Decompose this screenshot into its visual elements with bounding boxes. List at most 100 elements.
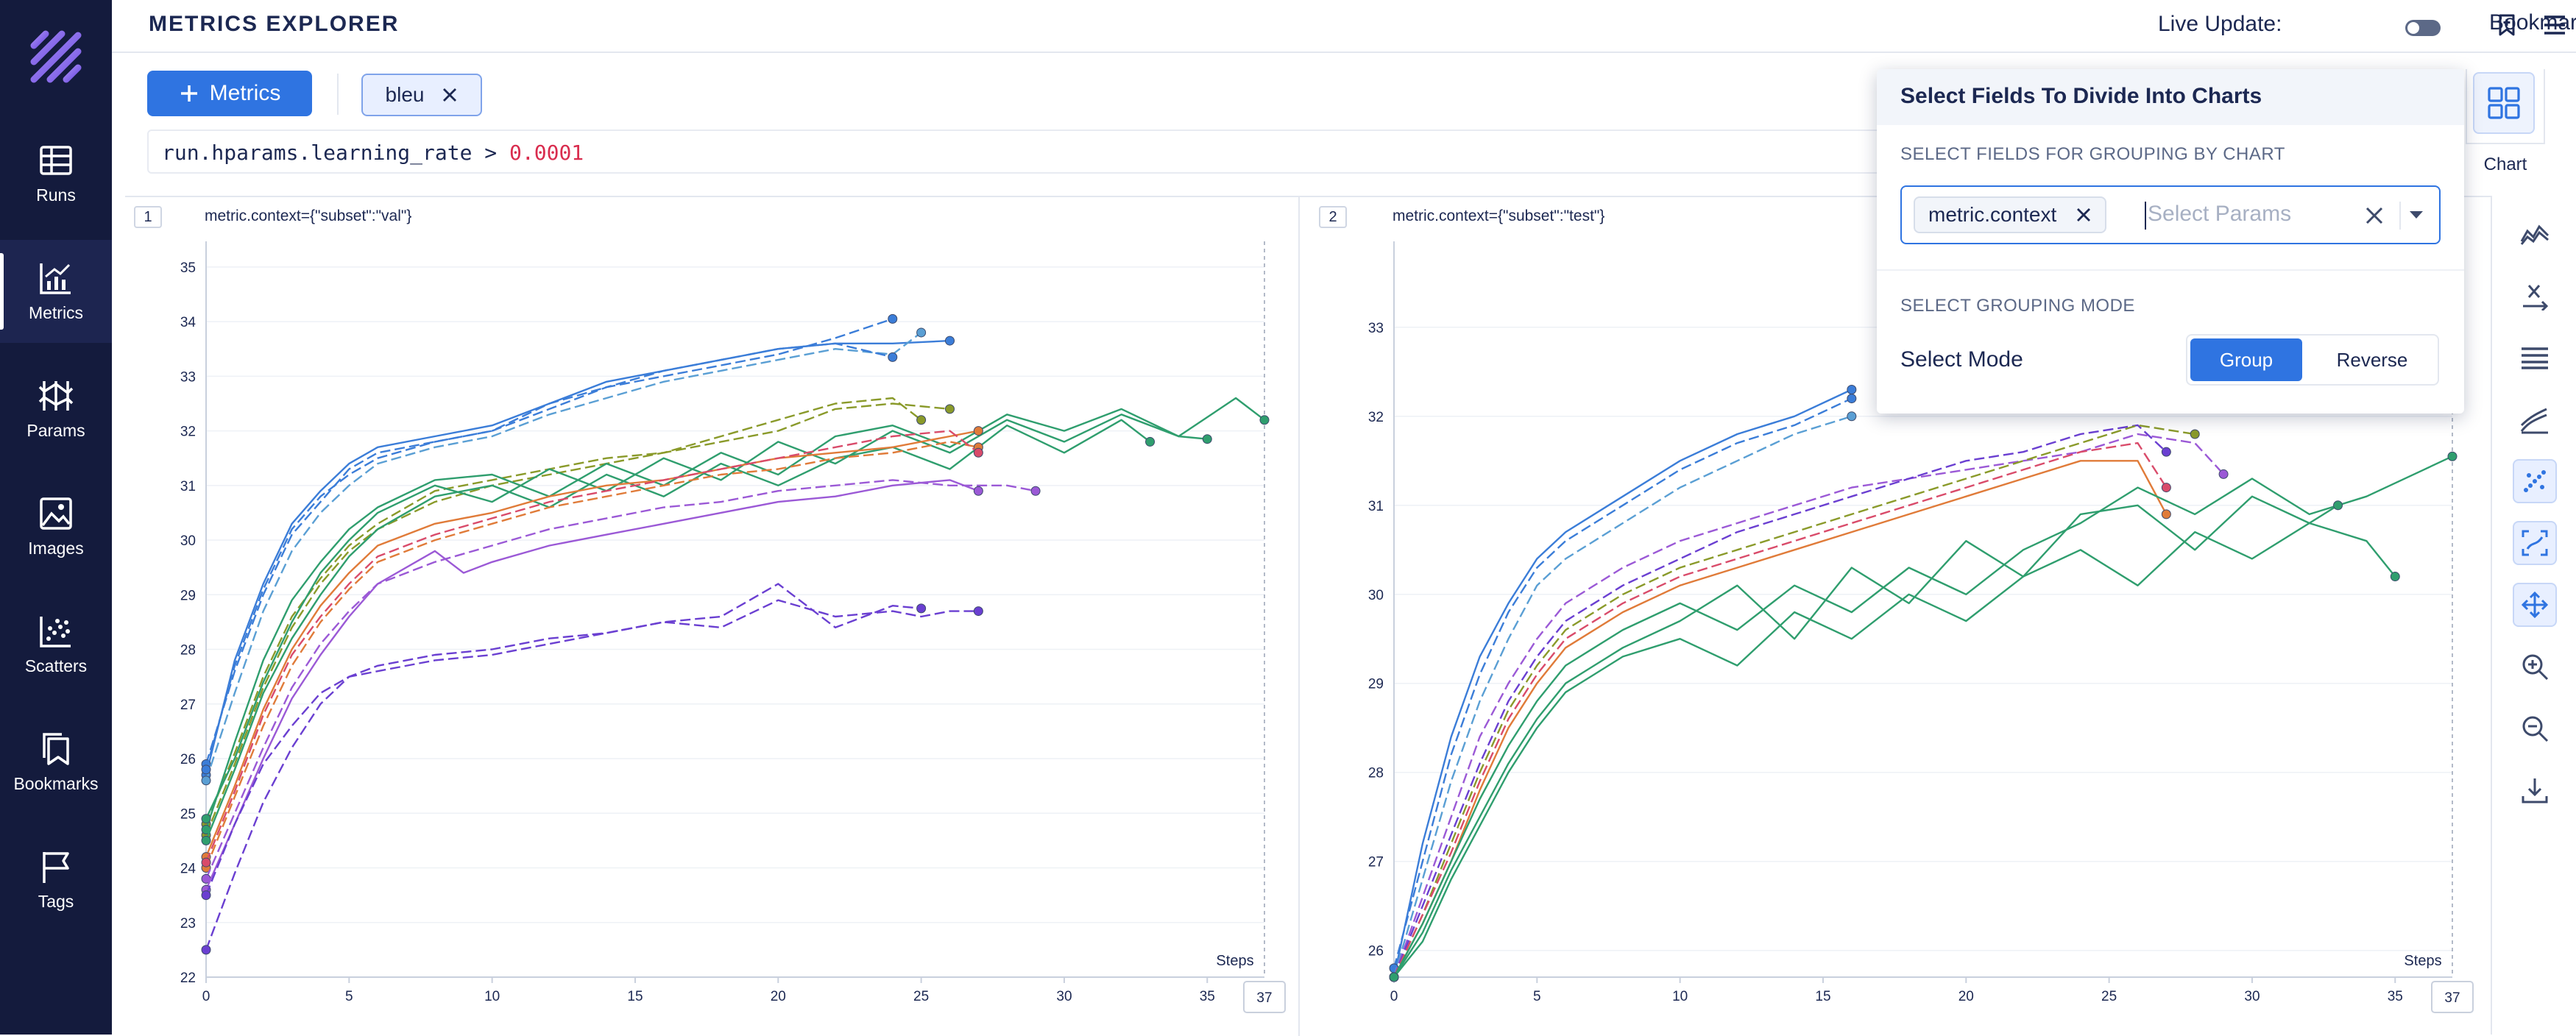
mode-group-button[interactable]: Group <box>2190 338 2302 381</box>
y-tick-label: 35 <box>180 260 196 276</box>
metric-chart-test[interactable]: 26 27 28 29 30 31 32 33 0 5 10 15 20 25 30 35 Steps 37 <box>1298 197 2491 1036</box>
aim-logo[interactable] <box>28 29 84 85</box>
zoom-area-button[interactable] <box>2513 521 2557 565</box>
y-tick-label: 34 <box>180 315 197 330</box>
x-axis-properties-button[interactable] <box>2513 274 2557 318</box>
selected-metric-label: bleu <box>385 83 425 106</box>
series-start-point <box>201 890 211 901</box>
bookmarks-icon <box>43 732 69 765</box>
series-end-point <box>1145 436 1156 447</box>
y-tick-label: 28 <box>1368 766 1384 781</box>
metric-chart-val[interactable]: 22 23 24 25 26 27 28 29 30 31 32 33 34 35 0 5 10 15 20 25 30… <box>125 197 1298 1036</box>
sidebar-item-bookmarks[interactable]: Bookmarks <box>0 711 112 814</box>
series-end-point <box>2161 483 2171 493</box>
params-icon <box>38 380 74 411</box>
move-button[interactable] <box>2513 583 2557 627</box>
query-value: 0.0001 <box>509 141 584 165</box>
series-start-point <box>1389 972 1399 982</box>
sidebar-item-label: Runs <box>36 185 76 205</box>
series-end-point <box>1847 411 1857 422</box>
zoom-out-button[interactable] <box>2513 706 2557 751</box>
y-tick-label: 27 <box>180 698 196 713</box>
y-tick-label: 22 <box>180 971 196 986</box>
bookmark-icon[interactable] <box>2495 13 2519 38</box>
series-end-point <box>973 606 983 617</box>
series-start-point <box>201 764 211 775</box>
series-end-point <box>973 426 983 436</box>
series-end-point <box>973 447 983 458</box>
query-input[interactable]: run.hparams.learning_rate > 0.0001 <box>147 130 2208 174</box>
highlight-mode-button[interactable] <box>2513 212 2557 256</box>
y-tick-label: 25 <box>180 806 196 822</box>
sidebar-item-images[interactable]: Images <box>0 475 112 578</box>
add-metrics-button[interactable]: Metrics <box>147 71 312 116</box>
selected-field-chip[interactable]: metric.context <box>1914 196 2107 233</box>
sidebar-item-scatters[interactable]: Scatters <box>0 593 112 696</box>
sidebar-item-runs[interactable]: Runs <box>0 122 112 225</box>
close-icon[interactable] <box>442 87 458 103</box>
series-start-point <box>201 857 211 868</box>
series-end-point <box>2161 447 2171 457</box>
smoothing-button[interactable] <box>2513 336 2557 380</box>
series-end-point <box>2161 509 2171 519</box>
panel-title: metric.context={"subset":"test"} <box>1393 207 1605 224</box>
series-end-point <box>1202 434 1212 444</box>
export-button[interactable] <box>2513 768 2557 812</box>
series-end-point <box>916 327 927 338</box>
sidebar-item-params[interactable]: Params <box>0 358 112 461</box>
menu-icon[interactable] <box>2542 13 2567 37</box>
series-end-point <box>2390 572 2400 582</box>
series-end-point <box>973 486 983 496</box>
series-line <box>205 583 921 896</box>
popover-divider <box>1877 269 2464 271</box>
y-tick-label: 32 <box>1368 410 1384 425</box>
series-line <box>205 479 1036 879</box>
x-tick-label: 0 <box>1390 989 1398 1004</box>
x-tick-label: 30 <box>1056 989 1072 1004</box>
y-tick-label: 32 <box>180 425 196 440</box>
chart-panel-1: 1 metric.context={"subset":"val"} 22 23 24… <box>125 196 1300 1036</box>
series-end-point <box>1847 394 1857 404</box>
series-line <box>205 430 980 863</box>
sidebar-item-label: Scatters <box>24 656 88 675</box>
chart-grouping-tab[interactable]: Chart <box>2466 69 2545 174</box>
live-update-toggle[interactable] <box>2405 20 2441 36</box>
x-tick-label: 5 <box>1533 989 1541 1004</box>
chevron-down-icon[interactable] <box>2408 209 2424 221</box>
mode-section-title: SELECT GROUPING MODE <box>1900 296 2135 316</box>
zoom-in-button[interactable] <box>2513 645 2557 689</box>
series-line <box>205 419 1151 841</box>
sidebar-item-label: Images <box>28 538 84 558</box>
y-tick-label: 30 <box>180 533 196 549</box>
move-arrows-icon <box>2521 591 2549 619</box>
x-tick-label: 35 <box>1200 989 1215 1004</box>
series-end-point <box>916 603 927 614</box>
mode-label: Select Mode <box>1900 347 2023 372</box>
text-cursor <box>2145 202 2146 230</box>
scatter-icon <box>40 616 71 648</box>
sidebar: Runs Metrics Params Images Scatters Book… <box>0 0 112 1035</box>
chart-grouping-icon-box <box>2473 72 2535 134</box>
fields-section-title: SELECT FIELDS FOR GROUPING BY CHART <box>1900 144 2285 164</box>
mode-reverse-button[interactable]: Reverse <box>2336 348 2408 371</box>
params-search-input[interactable]: Select Params <box>2148 202 2292 226</box>
series-line <box>205 402 950 825</box>
group-fields-select[interactable]: metric.context Select Params <box>1900 185 2441 244</box>
sidebar-item-metrics[interactable]: Metrics <box>0 240 112 343</box>
ignore-outliers-button[interactable] <box>2513 459 2557 503</box>
sidebar-item-tags[interactable]: Tags <box>0 829 112 932</box>
step-marker-box <box>2431 981 2474 1013</box>
series-line <box>1393 433 2224 978</box>
aggregation-button[interactable] <box>2513 397 2557 441</box>
zoom-frame-icon <box>2522 530 2548 556</box>
x-tick-label: 15 <box>1815 989 1830 1004</box>
y-tick-label: 33 <box>180 369 196 385</box>
selected-metric-chip[interactable]: bleu <box>361 74 482 116</box>
y-tick-label: 28 <box>180 643 196 659</box>
clear-icon[interactable] <box>2364 205 2385 226</box>
flag-icon <box>43 851 69 883</box>
x-tick-label: 20 <box>1958 989 1974 1004</box>
lines-icon <box>2522 347 2548 369</box>
close-icon[interactable] <box>2076 207 2092 223</box>
y-tick-label: 23 <box>180 916 196 932</box>
